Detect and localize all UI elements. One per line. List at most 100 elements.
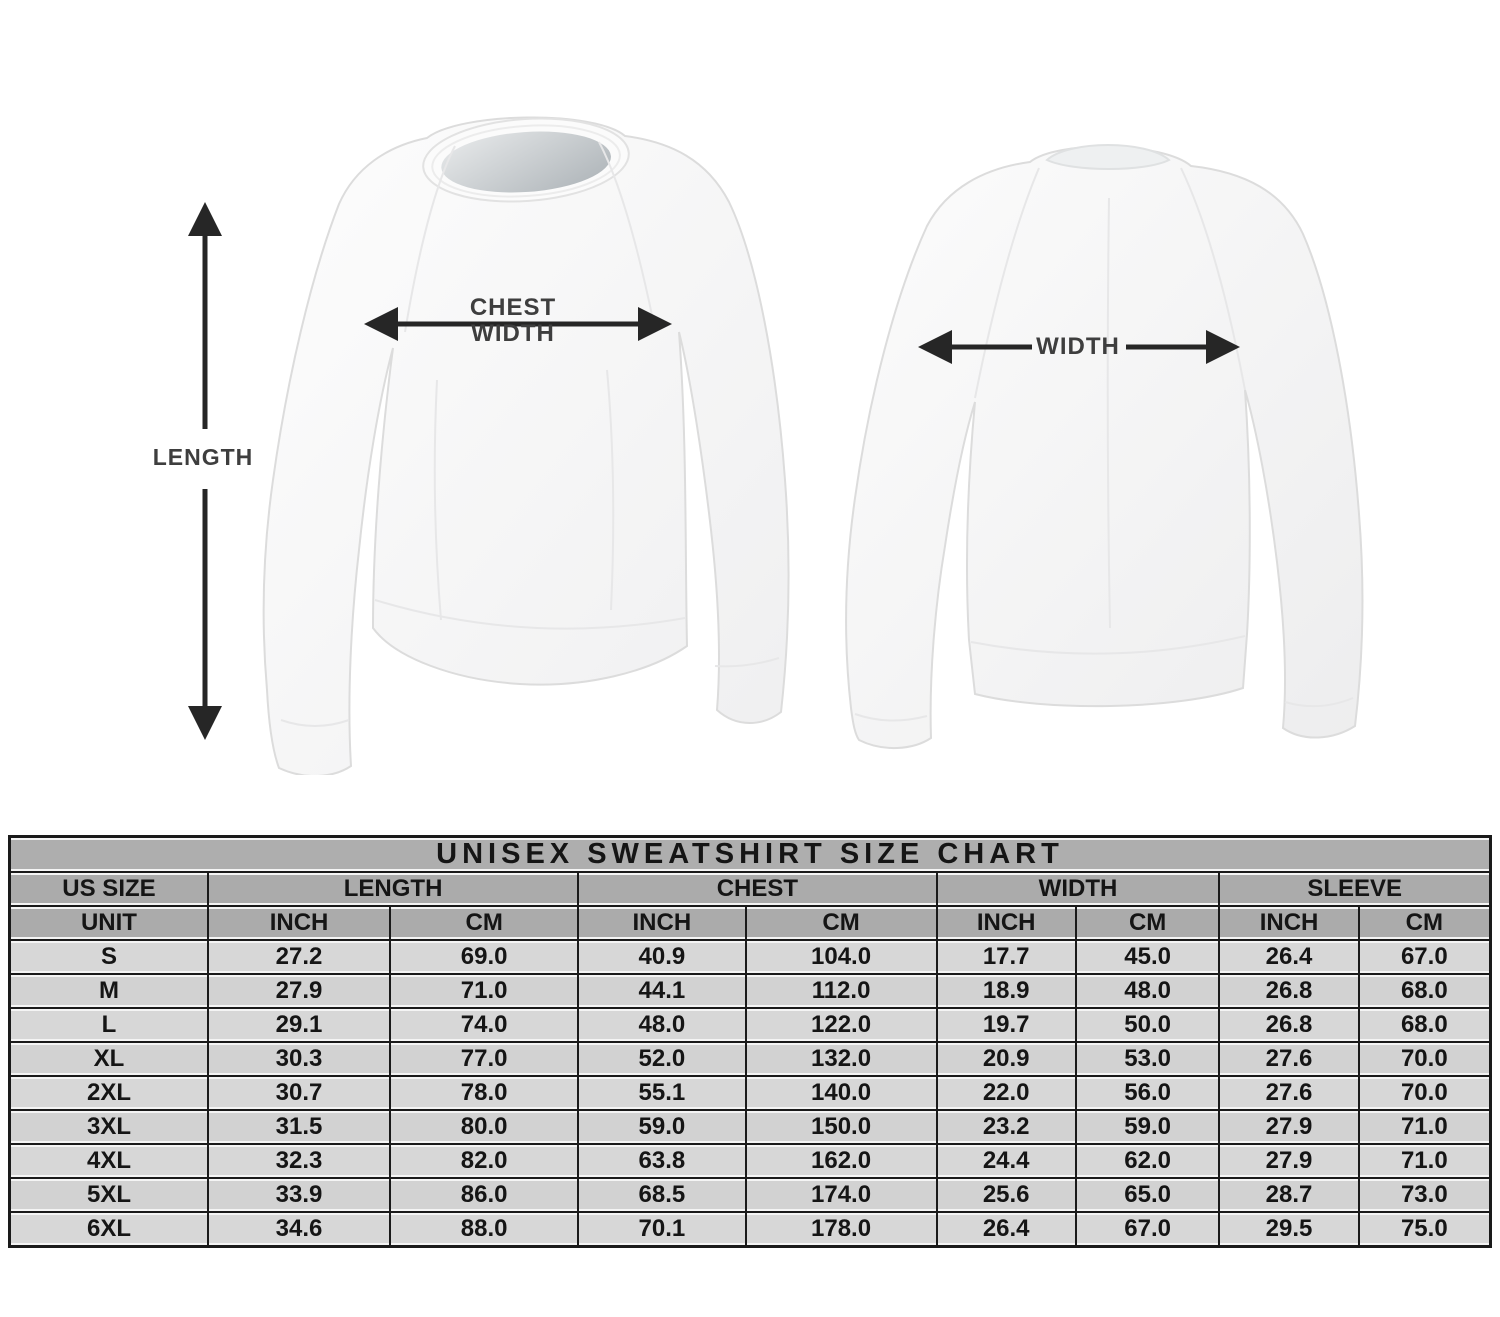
size-label-cell: XL — [8, 1041, 209, 1077]
chest-width-label: CHEST WIDTH — [438, 295, 588, 347]
measurement-cell: 29.5 — [1218, 1211, 1360, 1248]
measurement-cell: 71.0 — [389, 973, 580, 1009]
measurement-cell: 26.4 — [1218, 939, 1360, 975]
size-row: 2XL 30.7 78.0 55.1 140.0 22.0 56.0 27.6 70.0 — [8, 1075, 1492, 1111]
size-row: 5XL 33.9 86.0 68.5 174.0 25.6 65.0 28.7 73.0 — [8, 1177, 1492, 1213]
measurement-cell: 34.6 — [206, 1211, 392, 1248]
measurement-cell: 50.0 — [1074, 1007, 1221, 1043]
measurement-cell: 27.6 — [1218, 1041, 1360, 1077]
size-label-cell: L — [8, 1007, 209, 1043]
measurement-cell: 30.7 — [206, 1075, 392, 1111]
column-group-chest: CHEST — [577, 871, 938, 907]
measurement-cell: 55.1 — [577, 1075, 747, 1111]
size-label-cell: 2XL — [8, 1075, 209, 1111]
measurement-cell: 27.9 — [206, 973, 392, 1009]
measurement-cell: 48.0 — [577, 1007, 747, 1043]
measurement-cell: 70.1 — [577, 1211, 747, 1248]
column-group-sleeve: SLEEVE — [1218, 871, 1492, 907]
measurement-cell: 44.1 — [577, 973, 747, 1009]
measurement-cell: 31.5 — [206, 1109, 392, 1145]
size-label-cell: 4XL — [8, 1143, 209, 1179]
unit-cell: CM — [1074, 905, 1221, 941]
unit-cell: INCH — [206, 905, 392, 941]
measurement-cell: 28.7 — [1218, 1177, 1360, 1213]
measurement-cell: 26.4 — [935, 1211, 1077, 1248]
measurement-cell: 45.0 — [1074, 939, 1221, 975]
measurement-cell: 71.0 — [1357, 1109, 1492, 1145]
measurement-cell: 52.0 — [577, 1041, 747, 1077]
measurement-cell: 70.0 — [1357, 1075, 1492, 1111]
measurement-cell: 62.0 — [1074, 1143, 1221, 1179]
measurement-cell: 18.9 — [935, 973, 1077, 1009]
measurement-cell: 68.0 — [1357, 1007, 1492, 1043]
measurement-cell: 77.0 — [389, 1041, 580, 1077]
measurement-cell: 63.8 — [577, 1143, 747, 1179]
column-group-us-size: US SIZE — [8, 871, 209, 907]
column-group-row: US SIZE LENGTH CHEST WIDTH SLEEVE — [8, 871, 1492, 907]
measurement-cell: 24.4 — [935, 1143, 1077, 1179]
size-label-cell: 5XL — [8, 1177, 209, 1213]
measurement-cell: 69.0 — [389, 939, 580, 975]
size-row: L 29.1 74.0 48.0 122.0 19.7 50.0 26.8 68.0 — [8, 1007, 1492, 1043]
size-row: 4XL 32.3 82.0 63.8 162.0 24.4 62.0 27.9 71.0 — [8, 1143, 1492, 1179]
unit-cell: CM — [389, 905, 580, 941]
measurement-cell: 82.0 — [389, 1143, 580, 1179]
length-arrow-icon — [188, 202, 222, 740]
measurement-cell: 29.1 — [206, 1007, 392, 1043]
column-group-length: LENGTH — [206, 871, 580, 907]
measurement-cell: 23.2 — [935, 1109, 1077, 1145]
measurement-cell: 56.0 — [1074, 1075, 1221, 1111]
unit-cell: UNIT — [8, 905, 209, 941]
measurement-cell: 33.9 — [206, 1177, 392, 1213]
measurement-cell: 112.0 — [744, 973, 938, 1009]
measurement-cell: 40.9 — [577, 939, 747, 975]
measurement-cell: 26.8 — [1218, 1007, 1360, 1043]
measurement-cell: 104.0 — [744, 939, 938, 975]
measurement-cell: 75.0 — [1357, 1211, 1492, 1248]
measurement-cell: 88.0 — [389, 1211, 580, 1248]
measurement-cell: 73.0 — [1357, 1177, 1492, 1213]
column-group-width: WIDTH — [935, 871, 1221, 907]
length-label: LENGTH — [152, 444, 254, 470]
measurement-cell: 80.0 — [389, 1109, 580, 1145]
back-width-label: WIDTH — [1036, 333, 1120, 360]
measurement-cell: 30.3 — [206, 1041, 392, 1077]
measurement-cell: 48.0 — [1074, 973, 1221, 1009]
measurement-cell: 27.9 — [1218, 1109, 1360, 1145]
table-title: UNISEX SWEATSHIRT SIZE CHART — [8, 835, 1492, 873]
measurement-cell: 17.7 — [935, 939, 1077, 975]
size-label-cell: 3XL — [8, 1109, 209, 1145]
sweatshirt-front-illustration — [262, 116, 790, 775]
measurement-cell: 86.0 — [389, 1177, 580, 1213]
size-row: 3XL 31.5 80.0 59.0 150.0 23.2 59.0 27.9 71.0 — [8, 1109, 1492, 1145]
chest-width-label-line1: CHEST — [469, 294, 557, 321]
measurement-cell: 68.0 — [1357, 973, 1492, 1009]
measurement-cell: 67.0 — [1357, 939, 1492, 975]
size-row: XL 30.3 77.0 52.0 132.0 20.9 53.0 27.6 70.0 — [8, 1041, 1492, 1077]
sweatshirt-back-illustration — [845, 144, 1364, 750]
measurement-cell: 22.0 — [935, 1075, 1077, 1111]
unit-cell: CM — [744, 905, 938, 941]
size-row: S 27.2 69.0 40.9 104.0 17.7 45.0 26.4 67.0 — [8, 939, 1492, 975]
measurement-cell: 32.3 — [206, 1143, 392, 1179]
measurement-cell: 67.0 — [1074, 1211, 1221, 1248]
size-label-cell: S — [8, 939, 209, 975]
unit-row: UNIT INCH CM INCH CM INCH CM INCH CM — [8, 905, 1492, 941]
measurement-cell: 26.8 — [1218, 973, 1360, 1009]
measurement-cell: 78.0 — [389, 1075, 580, 1111]
measurement-cell: 140.0 — [744, 1075, 938, 1111]
measurement-cell: 174.0 — [744, 1177, 938, 1213]
measurement-cell: 20.9 — [935, 1041, 1077, 1077]
measurement-cell: 74.0 — [389, 1007, 580, 1043]
measurement-cell: 71.0 — [1357, 1143, 1492, 1179]
measurement-cell: 68.5 — [577, 1177, 747, 1213]
measurement-cell: 132.0 — [744, 1041, 938, 1077]
size-label-cell: M — [8, 973, 209, 1009]
size-chart-table: UNISEX SWEATSHIRT SIZE CHART US SIZE LENG… — [8, 835, 1492, 1248]
measurement-cell: 150.0 — [744, 1109, 938, 1145]
measurement-cell: 27.6 — [1218, 1075, 1360, 1111]
measurement-cell: 27.9 — [1218, 1143, 1360, 1179]
measurement-cell: 70.0 — [1357, 1041, 1492, 1077]
unit-cell: CM — [1357, 905, 1492, 941]
